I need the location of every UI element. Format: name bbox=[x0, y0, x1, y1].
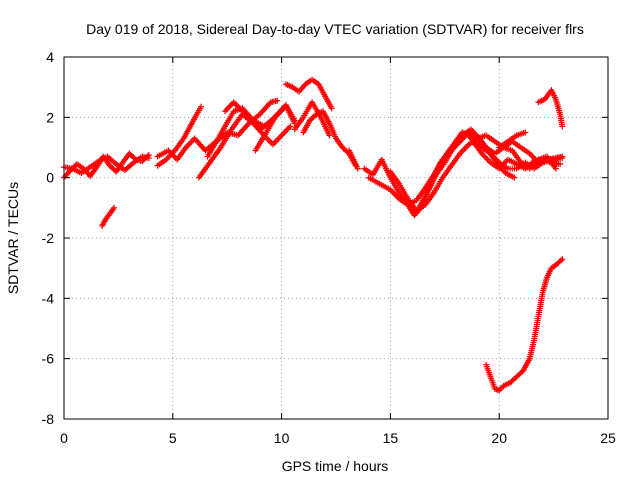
y-tick-label: -6 bbox=[42, 351, 55, 367]
series-track-q bbox=[415, 126, 518, 211]
y-tick-label: -4 bbox=[42, 290, 55, 306]
data-point bbox=[274, 97, 281, 104]
data-point bbox=[198, 103, 205, 110]
x-tick-label: 15 bbox=[383, 430, 399, 446]
series-track-e bbox=[154, 97, 281, 163]
y-tick-label: -2 bbox=[42, 230, 55, 246]
series-track-s bbox=[496, 129, 529, 151]
series-track-d bbox=[154, 103, 205, 169]
axes: 0 5 10 15 20 25 -8 -6 -4 -2 0 2 4 bbox=[42, 49, 616, 446]
data-point bbox=[557, 161, 564, 168]
x-tick-label: 20 bbox=[491, 430, 507, 446]
series-track-t bbox=[535, 87, 566, 130]
data-point bbox=[111, 204, 118, 211]
data-point bbox=[559, 123, 566, 130]
data-point bbox=[328, 105, 335, 112]
y-axis-label: SDTVAR / TECUs bbox=[5, 182, 21, 294]
series-track-i bbox=[252, 102, 298, 154]
data-point bbox=[522, 129, 529, 136]
series-track-c bbox=[99, 204, 118, 229]
x-tick-label: 0 bbox=[60, 430, 68, 446]
data-point bbox=[326, 132, 333, 139]
x-tick-label: 25 bbox=[600, 430, 616, 446]
x-tick-label: 5 bbox=[169, 430, 177, 446]
series-track-u bbox=[483, 256, 566, 394]
chart-title: Day 019 of 2018, Sidereal Day-to-day VTE… bbox=[86, 21, 584, 37]
series-track-j bbox=[282, 76, 335, 112]
data-point bbox=[559, 155, 566, 162]
data-point bbox=[287, 123, 294, 130]
data-point bbox=[354, 165, 361, 172]
grid bbox=[64, 57, 608, 419]
series-track-m bbox=[346, 147, 361, 172]
y-tick-label: 2 bbox=[46, 109, 54, 125]
x-axis-label: GPS time / hours bbox=[282, 458, 389, 474]
data-point bbox=[559, 256, 566, 263]
y-tick-label: 4 bbox=[46, 49, 54, 65]
series-track-r bbox=[470, 138, 566, 172]
y-tick-label: 0 bbox=[46, 170, 54, 186]
data-point bbox=[552, 165, 559, 172]
x-tick-label: 10 bbox=[274, 430, 290, 446]
y-tick-label: -8 bbox=[42, 411, 55, 427]
data-point bbox=[557, 257, 564, 264]
data-point bbox=[145, 155, 152, 162]
data-layer bbox=[61, 76, 566, 394]
data-point bbox=[511, 174, 518, 181]
